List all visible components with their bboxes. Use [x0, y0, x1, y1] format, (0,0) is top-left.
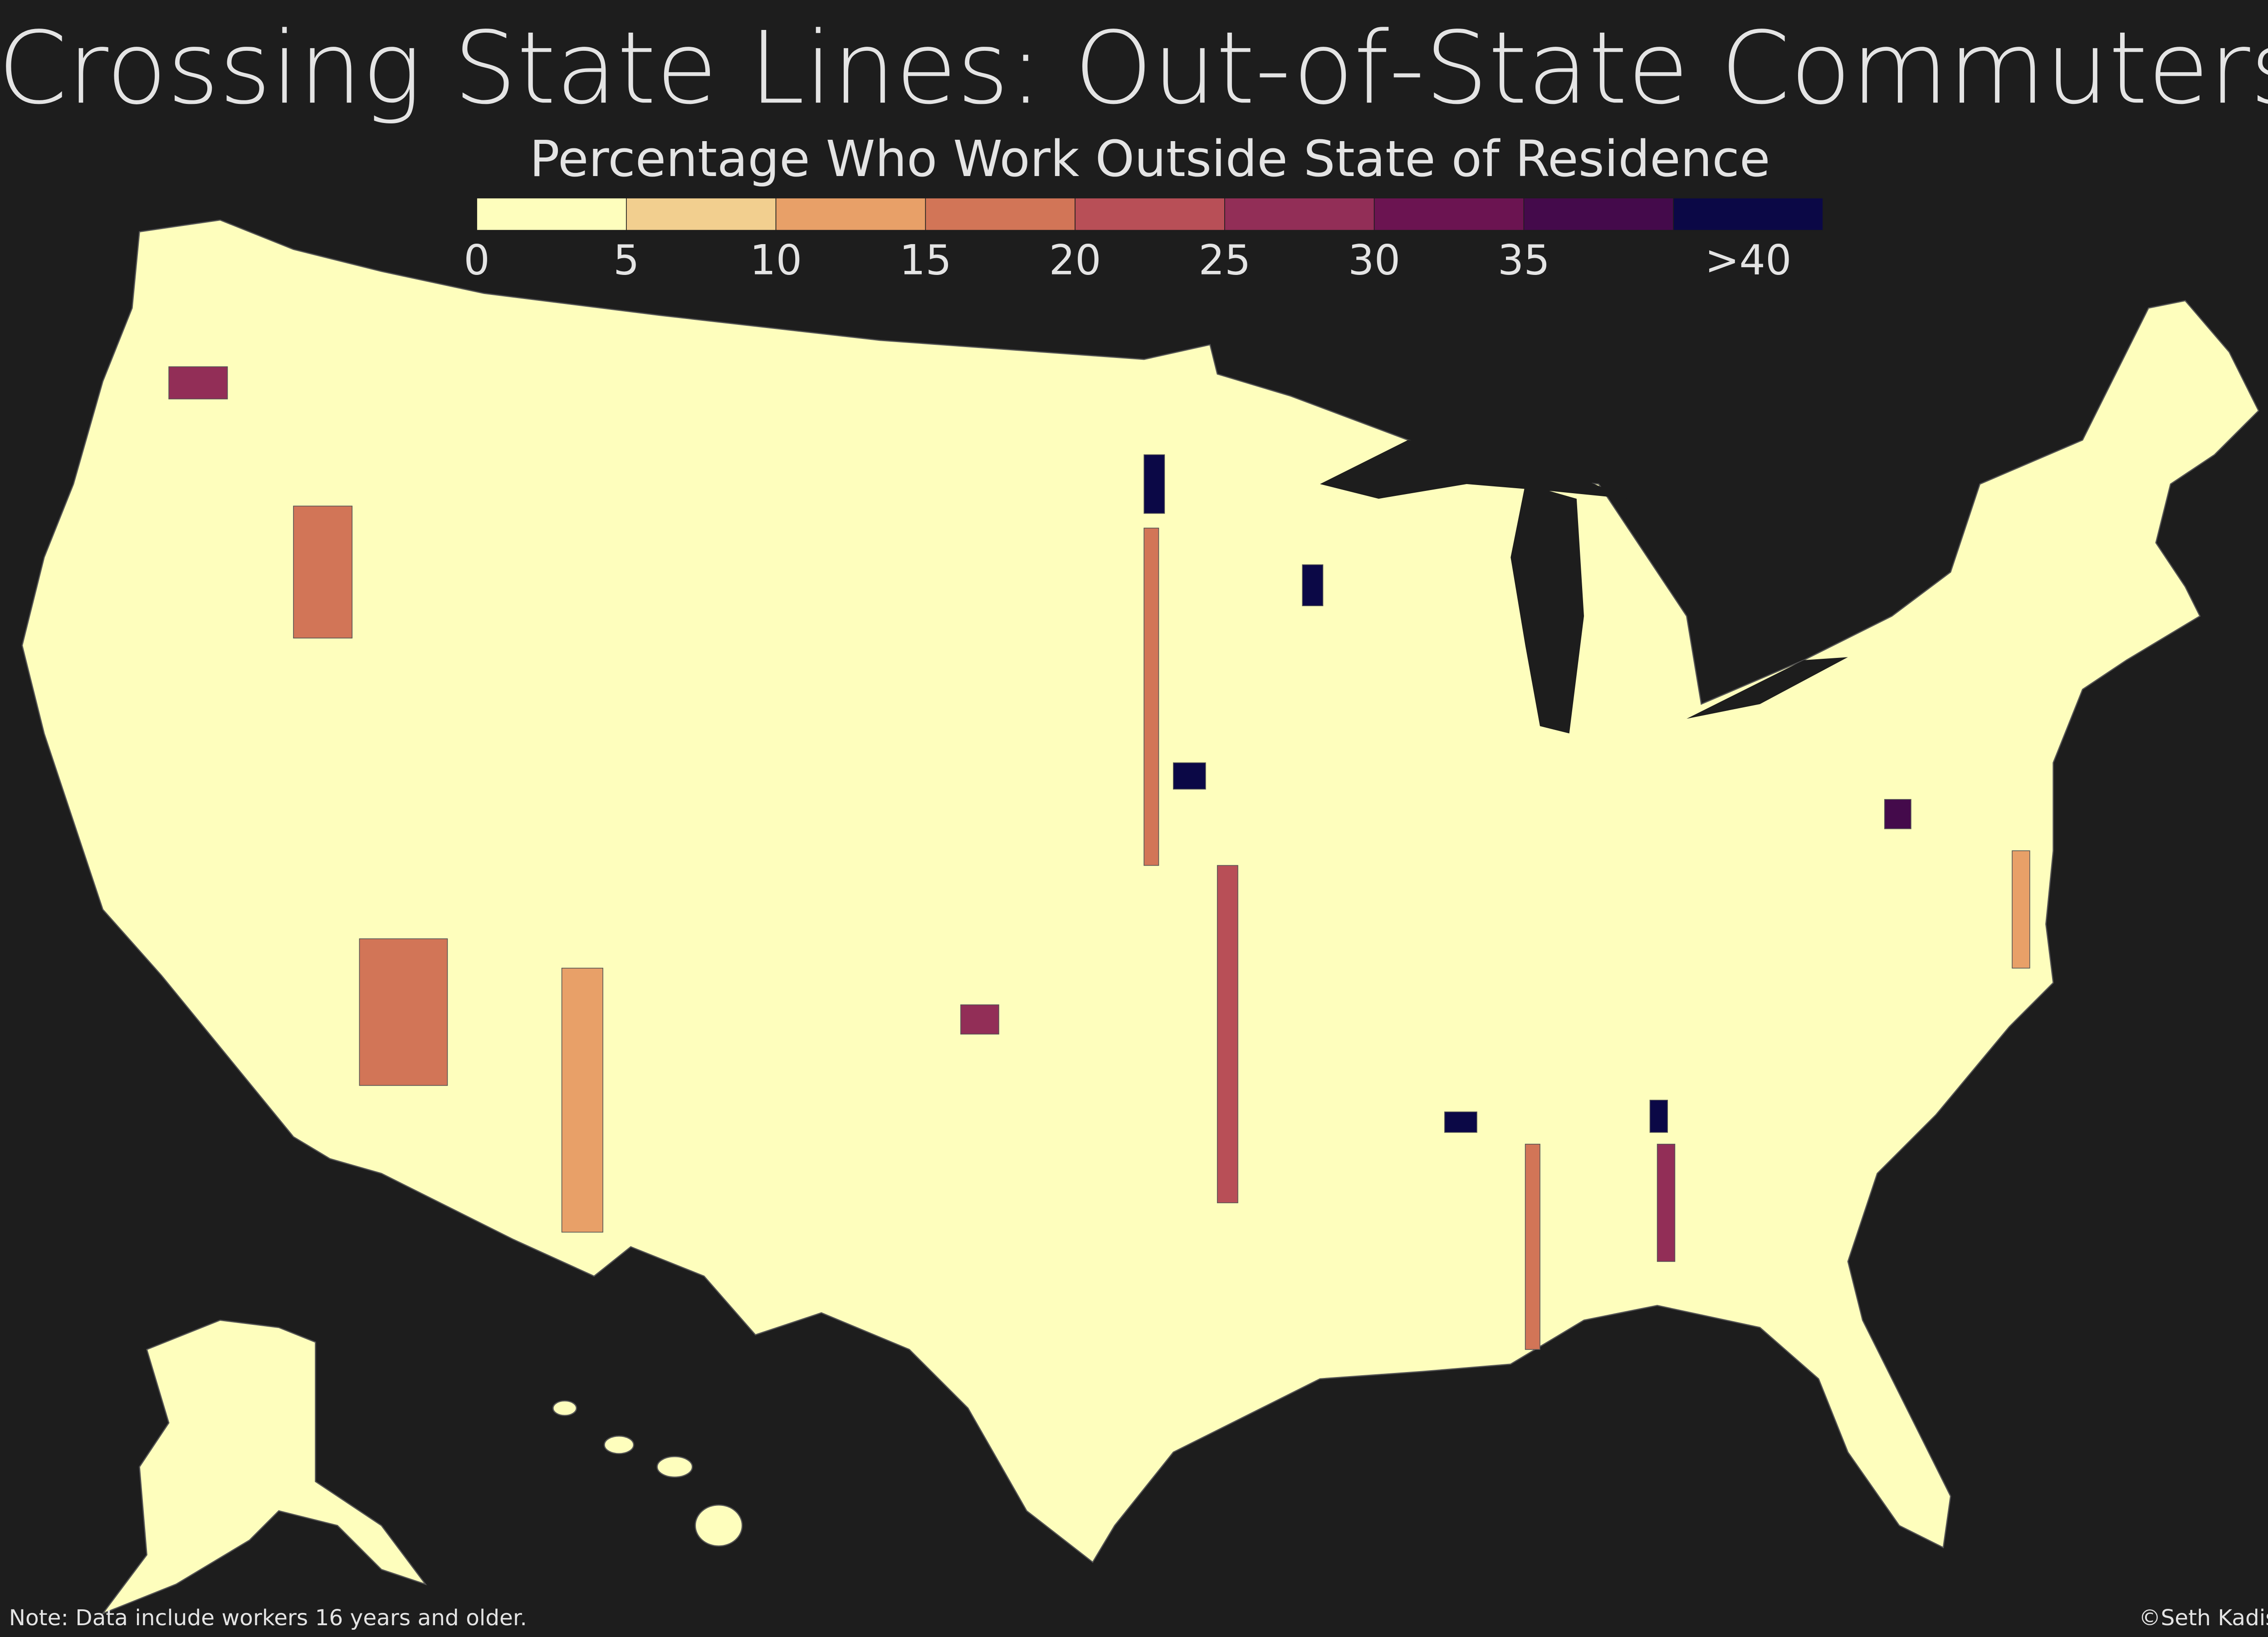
legend-tick-label: 30 — [1348, 237, 1400, 284]
county-patch — [1525, 1143, 1540, 1350]
legend-swatch — [1523, 197, 1674, 231]
lake-michigan — [1510, 484, 1584, 734]
county-patch — [293, 505, 353, 639]
county-patch — [168, 366, 228, 400]
county-patch — [1302, 564, 1324, 607]
title: Crossing State Lines: Out-of-State Commu… — [0, 10, 2268, 126]
hawaii — [604, 1435, 635, 1455]
legend-swatch — [1075, 197, 1225, 231]
legend-swatch — [1224, 197, 1375, 231]
legend-swatch — [476, 197, 627, 231]
legend-swatch — [626, 197, 777, 231]
county-patch — [2012, 850, 2030, 969]
credit: ©Seth Kadish — [2139, 1605, 2268, 1631]
county-patch — [561, 967, 603, 1233]
hawaii — [694, 1504, 743, 1547]
alaska — [101, 1319, 427, 1615]
county-patch — [1173, 762, 1206, 790]
legend-tick-label: 15 — [899, 237, 952, 284]
hawaii — [552, 1400, 577, 1416]
legend-tick-label: 35 — [1498, 237, 1550, 284]
legend-tick-label: 5 — [613, 237, 640, 284]
legend-tick-label: >40 — [1705, 237, 1792, 284]
lake-erie — [1686, 657, 1848, 719]
legend: 0 5 10 15 20 25 30 35 >40 — [464, 197, 1823, 284]
county-patch — [1657, 1143, 1676, 1262]
legend-tick-label: 10 — [750, 237, 802, 284]
county-patch — [359, 938, 448, 1086]
county-patch — [1884, 799, 1911, 829]
note: Note: Data include workers 16 years and … — [9, 1605, 527, 1631]
legend-tick-label: 0 — [464, 237, 490, 284]
legend-swatch — [925, 197, 1075, 231]
hawaii — [656, 1456, 693, 1478]
legend-swatch — [775, 197, 926, 231]
county-patch — [1649, 1099, 1668, 1133]
county-patch — [1217, 865, 1238, 1203]
legend-tick-label: 25 — [1198, 237, 1251, 284]
lake-superior — [1320, 440, 1628, 499]
subtitle: Percentage Who Work Outside State of Res… — [530, 130, 1770, 188]
county-patch — [1144, 454, 1165, 514]
county-patch — [960, 1004, 999, 1035]
county-patch — [1444, 1111, 1477, 1133]
legend-tick-label: 20 — [1049, 237, 1101, 284]
legend-swatch — [1673, 197, 1823, 231]
lakes — [1320, 440, 1848, 734]
highlighted-counties — [168, 366, 2030, 1350]
legend-swatch — [1374, 197, 1525, 231]
county-patch — [1144, 528, 1159, 866]
